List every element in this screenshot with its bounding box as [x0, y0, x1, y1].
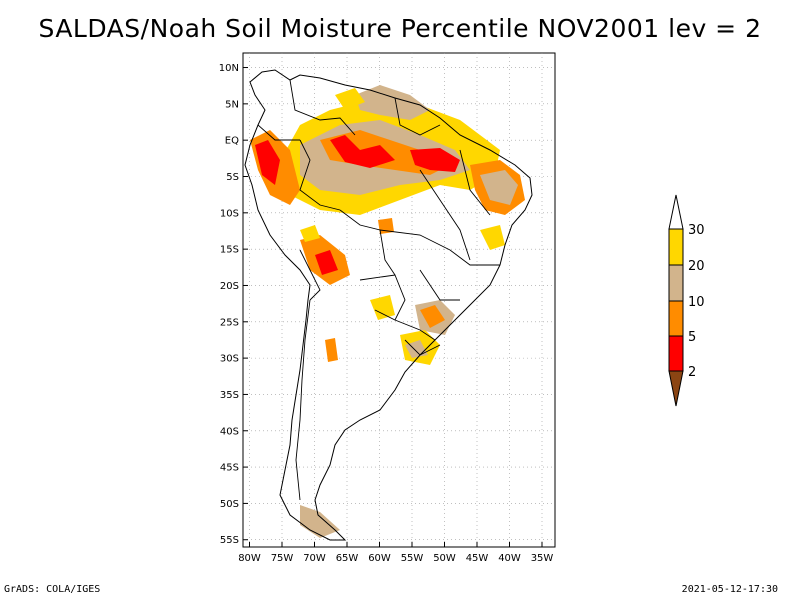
- lon-label-75w: 75W: [271, 553, 294, 564]
- continent-outline: [244, 69, 533, 541]
- border-brazil-states-2: [459, 149, 491, 216]
- colorbar-segment-5-10: [668, 300, 684, 337]
- lat-label-10s: 10S: [220, 208, 239, 219]
- field-region-guianas: [355, 85, 430, 120]
- lon-label-45w: 45W: [466, 553, 489, 564]
- colorbar-top-arrow: [668, 194, 684, 230]
- lat-label-5s: 5S: [226, 172, 239, 183]
- lon-label-55w: 55W: [401, 553, 424, 564]
- lat-label-50s: 50S: [220, 499, 239, 510]
- lat-label-eq: EQ: [225, 136, 239, 147]
- lat-label-40s: 40S: [220, 426, 239, 437]
- colorbar-segment-2-5: [668, 335, 684, 372]
- field-region-bolivia-red: [315, 250, 338, 275]
- lat-label-35s: 35S: [220, 390, 239, 401]
- field-region-bolivia-yellow: [300, 225, 320, 242]
- border-brazil-states-3: [379, 229, 500, 266]
- border-peru-brazil: [299, 139, 341, 211]
- field-region-chaco-yellow: [370, 295, 395, 320]
- colorbar-label-2: 2: [688, 365, 696, 380]
- latitude-labels: 10N 5N EQ 5S 10S 15S 20S 25S 30S 35S 40S 45S 50S 55S: [219, 63, 248, 546]
- lat-label-30s: 30S: [220, 354, 239, 365]
- border-brazil-states-4: [419, 269, 460, 301]
- soil-moisture-field: [250, 85, 525, 538]
- colorbar-label-30: 30: [688, 223, 705, 238]
- lat-label-5n: 5N: [225, 99, 239, 110]
- colorbar-bottom-arrow: [668, 370, 684, 407]
- border-ecuador-peru: [257, 124, 300, 141]
- colorbar-label-20: 20: [688, 259, 705, 274]
- field-region-southeast-orange: [420, 305, 445, 328]
- lat-label-25s: 25S: [220, 317, 239, 328]
- timestamp: 2021-05-12-17:30: [681, 584, 778, 595]
- field-region-andes-spot: [325, 338, 338, 362]
- field-region-east-red: [410, 148, 460, 172]
- lat-label-45s: 45S: [220, 463, 239, 474]
- colorbar-label-10: 10: [688, 295, 705, 310]
- lon-label-35w: 35W: [531, 553, 554, 564]
- colorbar-segment-10-20: [668, 264, 684, 302]
- border-brazil-states-1: [419, 169, 471, 261]
- field-region-se-brazil-yellow: [480, 225, 505, 250]
- border-bolivia-chile: [299, 249, 321, 301]
- field-region-northeast-tan: [480, 170, 518, 205]
- country-borders: [257, 79, 500, 501]
- lon-label-60w: 60W: [368, 553, 391, 564]
- lat-label-10n: 10N: [219, 63, 239, 74]
- border-chile-argentina: [295, 299, 311, 501]
- lon-label-70w: 70W: [303, 553, 326, 564]
- lat-label-20s: 20S: [220, 281, 239, 292]
- map-title: SALDAS/Noah Soil Moisture Percentile NOV…: [38, 14, 762, 43]
- lat-label-15s: 15S: [220, 245, 239, 256]
- colorbar-label-5: 5: [688, 330, 696, 345]
- lon-label-80w: 80W: [238, 553, 261, 564]
- border-guianas: [394, 97, 441, 136]
- field-region-guianas-yellow: [335, 88, 365, 110]
- field-region-north-red: [330, 135, 395, 168]
- lat-label-55s: 55S: [220, 535, 239, 546]
- border-argentina-brazil: [394, 319, 436, 341]
- border-colombia-venezuela: [289, 79, 356, 136]
- longitude-labels: 80W 75W 70W 65W 60W 55W 50W 45W 40W 35W: [238, 542, 553, 564]
- lon-label-65w: 65W: [336, 553, 359, 564]
- lon-label-40w: 40W: [498, 553, 521, 564]
- field-region-peru-red: [255, 140, 280, 185]
- border-paraguay: [359, 274, 406, 321]
- colorbar-segment-20-30: [668, 228, 684, 266]
- colorbar: 30 20 10 5 2: [668, 194, 705, 407]
- grads-credit: GrADS: COLA/IGES: [4, 584, 101, 595]
- lon-label-50w: 50W: [433, 553, 456, 564]
- border-uruguay: [404, 339, 441, 356]
